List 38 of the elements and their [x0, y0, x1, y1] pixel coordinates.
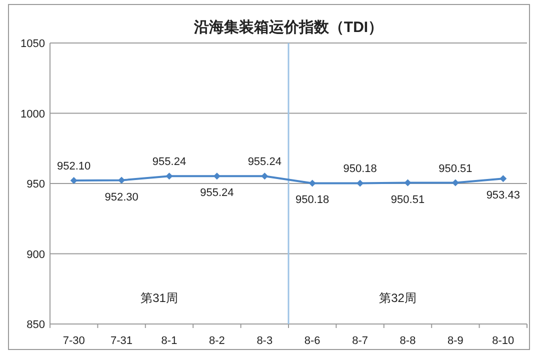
annotation: 第31周: [140, 291, 178, 305]
data-label: 953.43: [486, 190, 520, 202]
data-label: 950.51: [438, 162, 472, 175]
x-tick-label: 8-8: [400, 335, 416, 347]
x-tick-label: 8-3: [256, 335, 273, 347]
x-tick-label: 8-1: [161, 335, 178, 347]
y-tick-label: 950: [26, 178, 45, 190]
point: [308, 180, 316, 187]
y-tick-label: 850: [26, 319, 45, 331]
x-tick-label: 8-9: [447, 335, 464, 347]
data-label: 955.24: [248, 156, 282, 168]
data-label: 950.51: [390, 194, 425, 206]
x-tick-label: 7-31: [110, 335, 133, 347]
point: [452, 179, 459, 186]
x-tick-label: 7-30: [62, 335, 85, 347]
point: [404, 179, 412, 186]
annotation: 第32周: [379, 291, 416, 305]
point: [70, 177, 78, 184]
point: [356, 180, 364, 187]
data-label: 952.30: [104, 191, 138, 204]
point: [118, 176, 126, 184]
point: [213, 172, 220, 180]
x-tick-label: 8-7: [352, 335, 368, 347]
data-label: 955.24: [152, 156, 186, 168]
y-tick-label: 1050: [20, 38, 45, 50]
point: [500, 175, 507, 182]
x-tick-label: 8-2: [208, 335, 225, 347]
point: [261, 172, 268, 180]
x-tick-label: 8-6: [304, 335, 320, 347]
y-tick-label: 900: [26, 248, 45, 261]
data-label: 955.24: [200, 187, 234, 200]
data-label: 950.18: [343, 163, 377, 176]
x-tick-label: 8-10: [492, 335, 514, 347]
data-label: 952.10: [57, 160, 91, 173]
y-tick-label: 1000: [20, 108, 45, 120]
data-label: 950.18: [296, 194, 330, 206]
chart-title: 沿海集装箱运价指数（TDI）: [192, 19, 384, 36]
point: [166, 172, 173, 180]
